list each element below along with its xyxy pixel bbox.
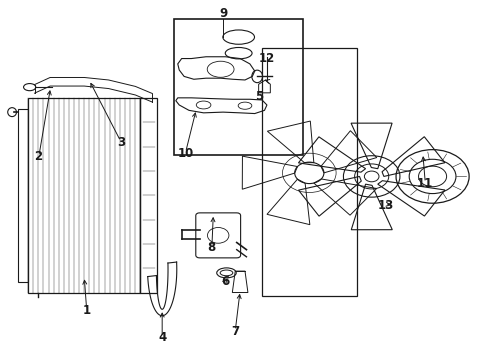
Text: 12: 12 — [259, 52, 275, 65]
Text: 1: 1 — [83, 304, 91, 317]
Text: 13: 13 — [378, 198, 394, 212]
Text: 4: 4 — [158, 332, 166, 345]
Text: 7: 7 — [231, 325, 239, 338]
Text: 5: 5 — [255, 90, 264, 103]
Text: 11: 11 — [417, 177, 433, 190]
Text: 10: 10 — [177, 147, 194, 160]
Text: 6: 6 — [221, 275, 230, 288]
Text: 8: 8 — [207, 241, 215, 255]
Text: 3: 3 — [117, 136, 125, 149]
Text: 2: 2 — [34, 150, 42, 163]
Text: 9: 9 — [219, 8, 227, 21]
